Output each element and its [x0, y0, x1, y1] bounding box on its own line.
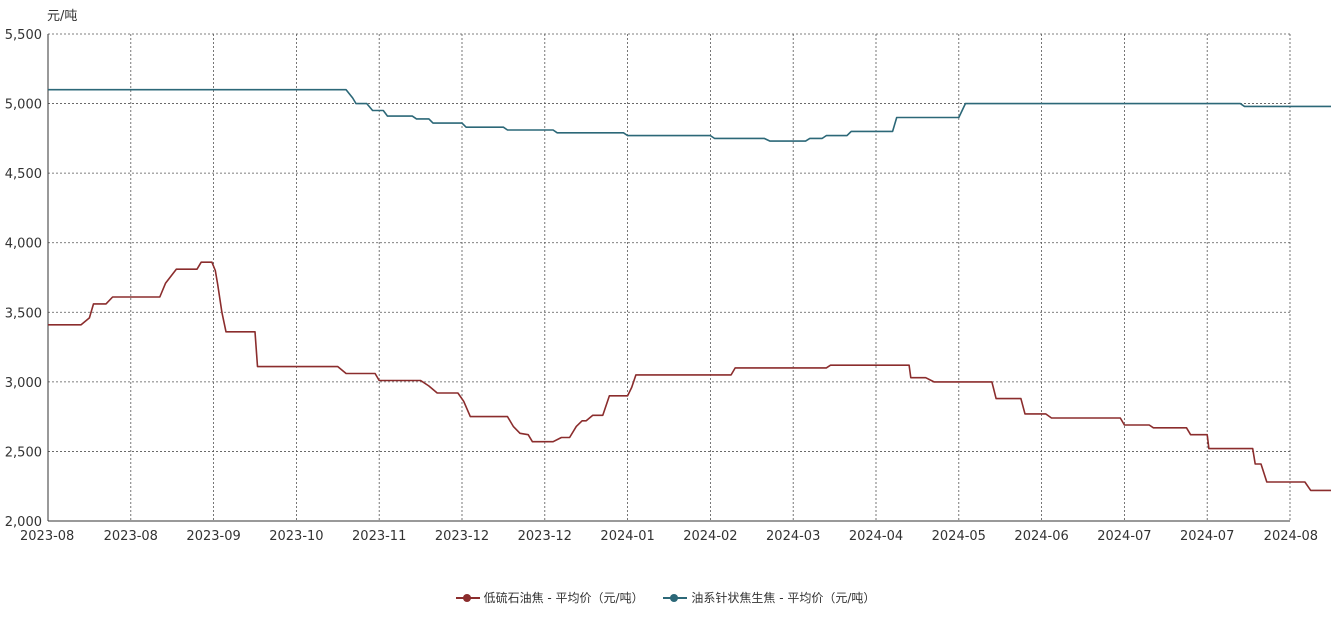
y-tick-label: 5,500 [5, 28, 42, 43]
x-tick-label: 2024-05 [932, 529, 986, 544]
y-tick-label: 2,500 [5, 445, 42, 460]
x-tick-label: 2023-10 [269, 529, 323, 544]
x-tick-label: 2023-08 [104, 529, 158, 544]
legend: 低硫石油焦 - 平均价（元/吨） 油系针状焦生焦 - 平均价（元/吨） [0, 589, 1331, 606]
x-tick-label: 2024-07 [1180, 529, 1234, 544]
y-tick-label: 5,000 [5, 98, 42, 113]
legend-label-series-1: 低硫石油焦 - 平均价（元/吨） [483, 591, 644, 605]
y-axis-unit-label: 元/吨 [47, 9, 77, 24]
y-tick-label: 3,500 [5, 306, 42, 321]
series-line-1 [48, 261, 1331, 492]
x-tick-label: 2024-01 [600, 529, 654, 544]
legend-item-series-2[interactable]: 油系针状焦生焦 - 平均价（元/吨） [663, 589, 875, 606]
x-tick-label: 2023-12 [518, 529, 572, 544]
legend-item-series-1[interactable]: 低硫石油焦 - 平均价（元/吨） [455, 589, 644, 606]
x-tick-label: 2024-08 [1264, 529, 1318, 544]
x-tick-label: 2024-03 [766, 529, 820, 544]
y-tick-label: 2,000 [5, 515, 42, 530]
legend-marker-series-1 [455, 593, 480, 603]
y-tick-label: 3,000 [5, 376, 42, 391]
x-tick-label: 2024-06 [1014, 529, 1068, 544]
axes [47, 34, 1290, 522]
x-tick-label: 2024-07 [1097, 529, 1151, 544]
x-tick-label: 2023-08 [20, 529, 74, 544]
x-axis-ticks: 2023-08 2023-08 2023-09 2023-10 2023-11 2023-… [20, 529, 1318, 544]
x-tick-label: 2024-02 [683, 529, 737, 544]
grid [48, 33, 1291, 521]
x-tick-label: 2023-09 [186, 529, 240, 544]
legend-label-series-2: 油系针状焦生焦 - 平均价（元/吨） [691, 591, 876, 605]
x-tick-label: 2023-11 [352, 529, 406, 544]
series-line-2 [48, 88, 1331, 142]
y-tick-label: 4,500 [5, 167, 42, 182]
y-tick-label: 4,000 [5, 237, 42, 252]
series-lines [48, 88, 1331, 492]
y-axis-ticks: 5,500 5,000 4,500 4,000 3,500 3,000 2,500 2,000 [5, 28, 42, 530]
legend-marker-series-2 [663, 593, 688, 603]
x-tick-label: 2024-04 [849, 529, 903, 544]
x-tick-label: 2023-12 [435, 529, 489, 544]
